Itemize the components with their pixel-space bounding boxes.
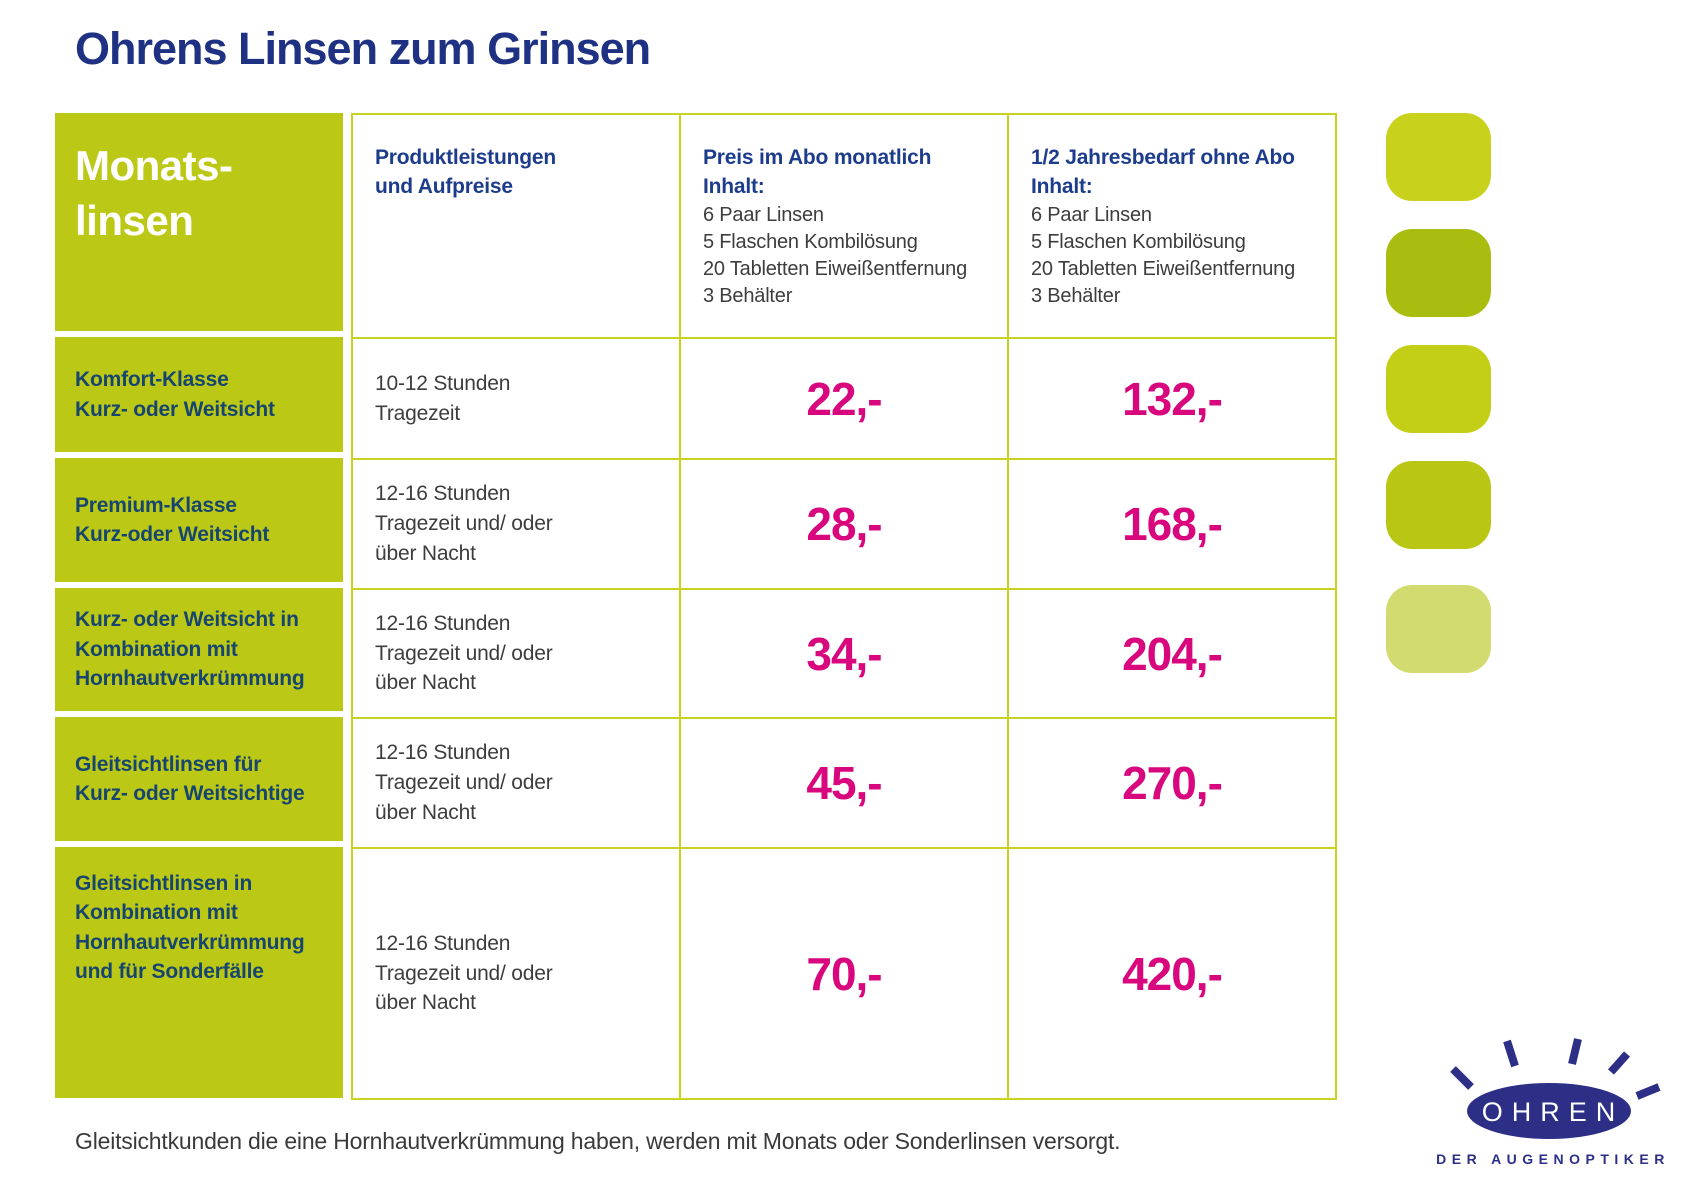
column-header-half-year: 1/2 Jahresbedarf ohne Abo Inhalt: 6 Paar… (1009, 115, 1337, 339)
green-swatch (1386, 585, 1491, 673)
table-corner-cell: Monats- linsen (55, 113, 343, 331)
half-year-price-cell: 270,- (1009, 719, 1337, 849)
logo-ellipse (1467, 1083, 1631, 1139)
green-swatch (1386, 229, 1491, 317)
table-row-header-column: Monats- linsen Komfort-Klasse Kurz- oder… (55, 113, 343, 1098)
column-header-features-title: Produktleistungen und Aufpreise (375, 146, 556, 199)
half-year-content-item: 5 Flaschen Kombilösung (1031, 230, 1246, 253)
half-year-price-cell: 420,- (1009, 849, 1337, 1100)
ohren-logo: OHREN DER AUGENOPTIKER (1436, 1038, 1670, 1167)
row-label-komfort: Komfort-Klasse Kurz- oder Weitsicht (55, 337, 343, 452)
abo-content-item: 3 Behälter (703, 285, 793, 308)
column-header-abo-title: Preis im Abo monatlich (703, 146, 932, 169)
abo-price-cell: 34,- (681, 590, 1009, 719)
features-cell: 12-16 Stunden Tragezeit und/ oder über N… (353, 719, 681, 849)
half-year-price-cell: 132,- (1009, 339, 1337, 460)
features-cell: 12-16 Stunden Tragezeit und/ oder über N… (353, 590, 681, 719)
half-year-price-cell: 168,- (1009, 460, 1337, 590)
half-year-price-cell: 204,- (1009, 590, 1337, 719)
half-year-content-item: 20 Tabletten Eiweißentfernung (1031, 258, 1296, 281)
abo-content-item: 20 Tabletten Eiweißentfernung (703, 258, 968, 281)
half-year-content-item: 3 Behälter (1031, 285, 1121, 308)
abo-price-cell: 45,- (681, 719, 1009, 849)
green-swatch (1386, 345, 1491, 433)
logo-tagline: DER AUGENOPTIKER (1436, 1151, 1670, 1167)
features-cell: 12-16 Stunden Tragezeit und/ oder über N… (353, 849, 681, 1100)
features-cell: 10-12 Stunden Tragezeit (353, 339, 681, 460)
green-swatch (1386, 461, 1491, 549)
green-swatch (1386, 113, 1491, 201)
row-label-gleitsicht: Gleitsichtlinsen für Kurz- oder Weitsich… (55, 717, 343, 841)
logo-name: OHREN (1482, 1097, 1625, 1127)
column-header-abo: Preis im Abo monatlich Inhalt: 6 Paar Li… (681, 115, 1009, 339)
table-corner-title: Monats- linsen (75, 142, 233, 244)
footer-note: Gleitsichtkunden die eine Hornhautverkrü… (75, 1128, 1121, 1154)
page-title: Ohrens Linsen zum Grinsen (75, 23, 651, 74)
sun-rays-icon (1450, 1038, 1661, 1100)
abo-price-cell: 28,- (681, 460, 1009, 590)
row-label-gleitsicht-kombination: Gleitsichtlinsen in Kombination mit Horn… (55, 847, 343, 1098)
price-table: Produktleistungen und Aufpreise Preis im… (351, 113, 1337, 1100)
column-header-half-year-subtitle: Inhalt: (1031, 175, 1093, 199)
abo-price-cell: 70,- (681, 849, 1009, 1100)
column-header-features: Produktleistungen und Aufpreise (353, 115, 681, 339)
abo-price-cell: 22,- (681, 339, 1009, 460)
column-header-abo-subtitle: Inhalt: (703, 175, 765, 199)
abo-content-item: 6 Paar Linsen (703, 203, 824, 226)
row-label-premium: Premium-Klasse Kurz-oder Weitsicht (55, 458, 343, 582)
half-year-content-item: 6 Paar Linsen (1031, 203, 1152, 226)
row-label-kombination: Kurz- oder Weitsicht in Kombination mit … (55, 588, 343, 711)
features-cell: 12-16 Stunden Tragezeit und/ oder über N… (353, 460, 681, 590)
abo-content-item: 5 Flaschen Kombilösung (703, 230, 918, 253)
column-header-half-year-title: 1/2 Jahresbedarf ohne Abo (1031, 146, 1295, 169)
